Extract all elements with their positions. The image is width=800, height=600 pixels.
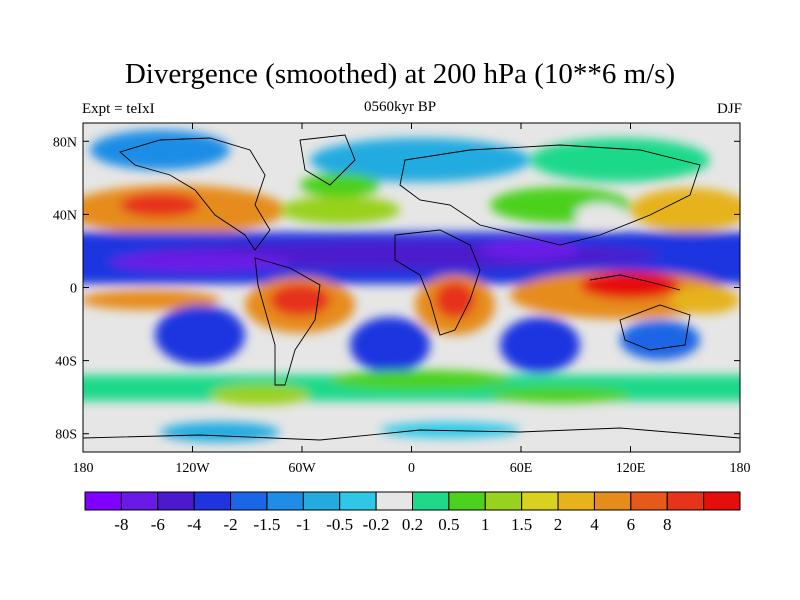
colorbar-label: -4	[187, 515, 202, 534]
field-alaska	[90, 130, 230, 170]
colorbar-swatch	[157, 491, 195, 511]
season-label: DJF	[716, 101, 742, 117]
time-label: 0560kyr BP	[363, 99, 437, 115]
colorbar-label: -8	[114, 515, 128, 534]
field-asia-gap	[575, 203, 625, 227]
colorbar-swatch	[84, 491, 122, 511]
field-africa-max	[435, 282, 475, 318]
coast-australia	[619, 304, 691, 351]
field-s-midlat-green-e	[490, 387, 630, 403]
x-tick-label: 180	[73, 461, 94, 476]
x-tick-label: 180	[730, 461, 751, 476]
colorbar-label: -2	[223, 515, 237, 534]
field-sw-pacific	[670, 286, 740, 314]
chart-title: Divergence (smoothed) at 200 hPa (10**6 …	[124, 58, 676, 90]
field-greenland	[300, 173, 380, 197]
field-antarctic-blue	[160, 422, 280, 442]
field-antarctic-cyan	[380, 422, 520, 438]
y-tick-label: 0	[70, 282, 77, 297]
colorbar-swatch	[339, 491, 377, 511]
colorbar-swatch	[266, 491, 304, 511]
colorbar-swatch	[557, 491, 595, 511]
field-s-atlantic-conv	[350, 317, 430, 373]
field-n-pacific-east	[630, 188, 740, 232]
y-tick-label: 40S	[55, 355, 77, 370]
coast-north-america	[119, 137, 271, 251]
coast-greenland	[299, 134, 356, 186]
colorbar-swatch	[412, 491, 450, 511]
colorbar-swatch	[120, 491, 159, 511]
coast-eurasia	[399, 144, 701, 246]
colorbar-label: 2	[554, 515, 563, 534]
coast-africa	[394, 229, 481, 336]
field-n-pacific-max	[120, 193, 200, 217]
field-siberia	[530, 138, 710, 182]
coastlines	[83, 134, 740, 441]
field-tropical-purple	[110, 252, 290, 272]
colorbar-swatch	[484, 491, 523, 511]
x-tick-label: 0	[408, 461, 415, 476]
field-s-midlat-green	[330, 370, 510, 390]
colorbar-swatch	[593, 491, 632, 511]
colorbar-label: -6	[151, 515, 165, 534]
field-se-pacific-conv	[155, 305, 245, 365]
colorbar-swatch	[193, 491, 232, 511]
colorbar: -8 -6 -4 -2 -1.5 -1 -0.5 -0.2 0.2 0.5 1 1.5 2 4 6 8	[84, 491, 741, 534]
plot-area	[83, 123, 740, 452]
experiment-label: Expt = teIxI	[82, 101, 155, 117]
y-tick-label: 80S	[55, 428, 77, 443]
colorbar-label: 6	[627, 515, 636, 534]
colorbar-label: 8	[663, 515, 672, 534]
y-tick-label: 40N	[53, 208, 77, 223]
colorbar-label: -0.2	[363, 515, 390, 534]
x-tick-label: 120W	[175, 461, 210, 476]
colorbar-label: -1.5	[253, 515, 280, 534]
field-north-blue	[310, 138, 530, 182]
x-tick-label: 60W	[288, 461, 316, 476]
field-s-midlat-yellow	[210, 385, 310, 405]
x-axis: 180 120W 60W 0 60E 120E 180	[73, 123, 751, 476]
colorbar-swatch	[521, 491, 559, 511]
colorbar-label: 4	[590, 515, 599, 534]
colorbar-swatch	[630, 491, 668, 511]
colorbar-label: 1	[481, 515, 490, 534]
colorbar-swatch	[302, 491, 341, 511]
field-south-america-max	[270, 284, 330, 316]
colorbar-label: -1	[296, 515, 310, 534]
x-tick-label: 60E	[510, 461, 533, 476]
field-c-pacific	[83, 290, 220, 310]
field-australia-conv	[620, 320, 700, 360]
colorbar-label: 1.5	[511, 515, 532, 534]
field-tropical-purple-e	[480, 240, 580, 260]
field-s-indian-conv	[500, 317, 580, 373]
colorbar-swatch	[703, 491, 741, 511]
divergence-field	[83, 130, 740, 442]
colorbar-swatch	[448, 491, 486, 511]
colorbar-label: -0.5	[326, 515, 353, 534]
y-axis: 80N 40N 0 40S 80S	[53, 135, 740, 443]
coast-indonesia	[589, 274, 681, 291]
coast-south-america	[254, 257, 321, 386]
colorbar-label: 0.2	[402, 515, 423, 534]
colorbar-swatch	[375, 491, 414, 511]
colorbar-swatch	[230, 491, 268, 511]
colorbar-swatch	[666, 491, 705, 511]
field-n-atlantic	[280, 196, 400, 224]
y-tick-label: 80N	[53, 135, 77, 150]
x-tick-label: 120E	[616, 461, 646, 476]
coast-antarctica	[83, 427, 740, 441]
colorbar-label: 0.5	[438, 515, 459, 534]
field-maritime-max	[580, 271, 680, 299]
